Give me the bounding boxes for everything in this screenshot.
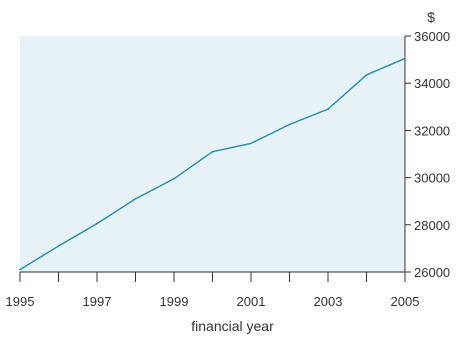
x-tick-label: 1997 [83, 294, 112, 309]
x-axis-title: financial year [191, 318, 274, 334]
series-point [404, 57, 406, 60]
series-point [288, 123, 291, 126]
x-tick-label: 1995 [6, 294, 35, 309]
series-point [365, 74, 368, 76]
series-point [19, 268, 21, 271]
y-tick-label: 34000 [414, 76, 450, 91]
series-point [57, 245, 60, 247]
x-tick-label: 2001 [237, 294, 266, 309]
plot-background [20, 36, 405, 272]
y-axis-title: $ [427, 9, 435, 25]
y-tick-label: 36000 [414, 29, 450, 44]
series-point [96, 222, 98, 225]
series-point [211, 150, 214, 153]
series-point [327, 108, 329, 110]
x-tick-label: 2005 [391, 294, 420, 309]
series-point [134, 198, 137, 200]
series-point [250, 142, 252, 145]
y-tick-label: 26000 [414, 265, 450, 280]
x-tick-label: 1999 [160, 294, 189, 309]
y-tick-label: 32000 [414, 123, 450, 138]
series-point [173, 177, 175, 180]
x-tick-label: 2003 [314, 294, 343, 309]
y-tick-label: 30000 [414, 171, 450, 186]
y-tick-label: 28000 [414, 218, 450, 233]
